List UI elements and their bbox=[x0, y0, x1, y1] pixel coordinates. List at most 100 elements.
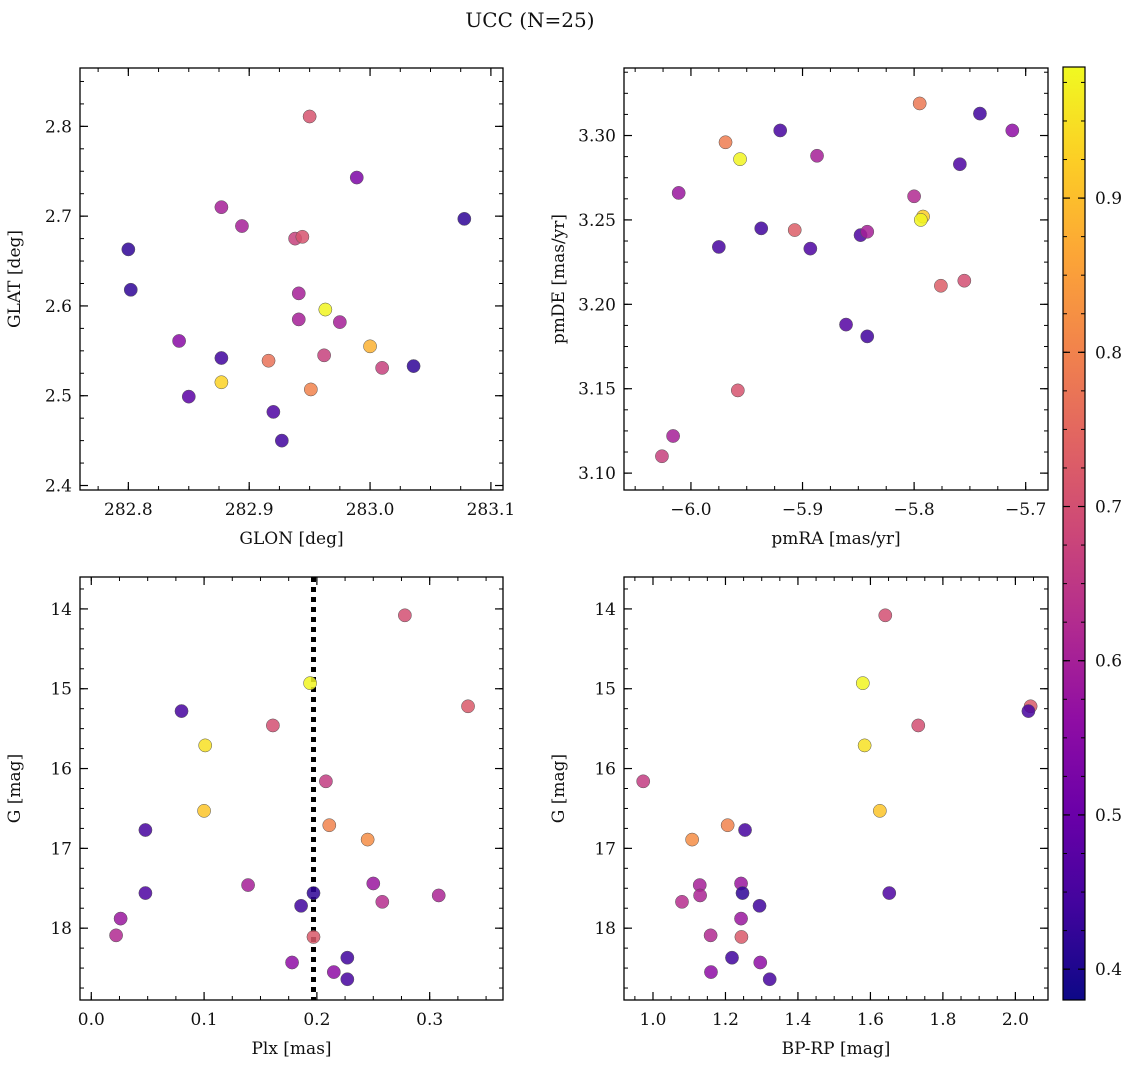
y-tick-label: 2.6 bbox=[45, 297, 72, 317]
y-tick-label: 18 bbox=[594, 919, 616, 939]
scatter-point bbox=[882, 886, 897, 900]
y-tick-label: 2.5 bbox=[45, 387, 72, 407]
scatter-point bbox=[803, 241, 818, 256]
x-tick-label: −5.8 bbox=[893, 500, 934, 520]
y-tick-label: 16 bbox=[50, 760, 72, 780]
y-tick-label: 3.15 bbox=[578, 380, 616, 400]
scatter-point bbox=[912, 96, 927, 111]
y-tick-label: 15 bbox=[50, 680, 72, 700]
x-tick-label: 1.4 bbox=[784, 1010, 811, 1030]
scatter-point bbox=[241, 878, 255, 892]
scatter-point bbox=[113, 911, 128, 926]
scatter-point bbox=[860, 329, 875, 344]
scatter-point bbox=[787, 223, 802, 237]
scatter-point bbox=[214, 351, 229, 365]
scatter-point bbox=[174, 704, 189, 718]
scatter-point bbox=[181, 389, 196, 404]
scatter-point bbox=[306, 886, 321, 900]
scatter-point bbox=[753, 955, 768, 970]
scatter-points bbox=[121, 109, 472, 448]
axes-frame bbox=[79, 67, 504, 491]
minor-ticks bbox=[80, 68, 503, 490]
scatter-point bbox=[655, 449, 669, 464]
colorbar-tick-label: 0.7 bbox=[1095, 498, 1122, 518]
scatter-point bbox=[703, 928, 718, 943]
scatter-point bbox=[360, 832, 375, 847]
scatter-point bbox=[266, 405, 281, 419]
scatter-point bbox=[274, 433, 289, 448]
x-axis-label: GLON [deg] bbox=[239, 529, 343, 549]
y-tick-label: 18 bbox=[50, 919, 72, 939]
scatter-point bbox=[214, 375, 229, 390]
x-tick-label: 2.0 bbox=[1002, 1010, 1029, 1030]
scatter-point bbox=[172, 334, 186, 348]
scatter-point bbox=[123, 282, 138, 297]
colorbar-gradient bbox=[1062, 66, 1086, 1001]
scatter-point bbox=[734, 930, 749, 944]
scatter-point bbox=[810, 148, 824, 163]
scatter-point bbox=[733, 152, 747, 167]
scatter-point bbox=[285, 955, 299, 970]
scatter-point bbox=[318, 302, 333, 317]
scatter-points bbox=[109, 608, 475, 987]
scatter-point bbox=[375, 894, 390, 909]
scatter-point bbox=[872, 803, 887, 818]
x-tick-label: 283.0 bbox=[346, 500, 395, 520]
scatter-points bbox=[655, 96, 1020, 464]
scatter-point bbox=[711, 240, 726, 254]
scatter-point bbox=[235, 219, 249, 233]
panel-plx-g: 0.0 0.1 0.2 0.3 14 15 16 17 18 Plx [mas] G [mag] bbox=[5, 576, 504, 1059]
scatter-point bbox=[303, 382, 318, 397]
scatter-point bbox=[878, 608, 893, 623]
panel-pmra-pmde: −6.0 −5.9 −5.8 −5.7 3.10 3.15 3.20 3.25 3.30 pmRA… bbox=[549, 67, 1049, 549]
x-tick-label: −6.0 bbox=[670, 500, 711, 520]
y-tick-label: 17 bbox=[594, 839, 616, 859]
scatter-point bbox=[973, 106, 987, 121]
scatter-point bbox=[295, 229, 310, 244]
y-tick-label: 2.7 bbox=[45, 207, 72, 227]
colorbar-ticks: 0.4 0.5 0.6 0.7 0.8 0.9 bbox=[1063, 81, 1122, 980]
scatter-point bbox=[762, 972, 777, 987]
y-tick-label: 17 bbox=[50, 839, 72, 859]
scatter-point bbox=[934, 278, 948, 293]
x-tick-label: −5.9 bbox=[782, 500, 823, 520]
scatter-point bbox=[294, 898, 308, 913]
x-axis-label: Plx [mas] bbox=[251, 1039, 331, 1059]
y-tick-label: 14 bbox=[50, 600, 72, 620]
scatter-point bbox=[291, 312, 306, 327]
y-tick-label: 3.20 bbox=[578, 295, 616, 315]
y-axis-label: pmDE [mas/yr] bbox=[549, 214, 569, 344]
scatter-point bbox=[461, 699, 475, 714]
scatter-point bbox=[693, 888, 707, 903]
scatter-point bbox=[773, 123, 788, 138]
scatter-point bbox=[857, 738, 872, 753]
scatter-point bbox=[340, 950, 355, 965]
scatter-point bbox=[754, 221, 769, 236]
axes-frame bbox=[623, 576, 1049, 1001]
scatter-point bbox=[291, 286, 306, 301]
scatter-point bbox=[913, 213, 928, 227]
scatter-point bbox=[322, 818, 337, 833]
scatter-point bbox=[302, 109, 317, 124]
scatter-point bbox=[752, 898, 767, 913]
scatter-point bbox=[720, 818, 735, 833]
x-axis-label: pmRA [mas/yr] bbox=[771, 529, 900, 549]
colorbar-tick-label: 0.6 bbox=[1095, 652, 1122, 672]
scatter-point bbox=[957, 273, 972, 288]
x-tick-label: 0.1 bbox=[191, 1010, 218, 1030]
scatter-point bbox=[326, 965, 341, 979]
y-tick-label: 14 bbox=[594, 600, 616, 620]
y-tick-label: 2.8 bbox=[45, 117, 72, 137]
x-tick-label: 0.0 bbox=[78, 1010, 105, 1030]
scatter-point bbox=[317, 348, 331, 363]
minor-ticks bbox=[80, 577, 503, 1000]
x-tick-label: 1.8 bbox=[929, 1010, 956, 1030]
scatter-point bbox=[666, 429, 680, 443]
scatter-point bbox=[431, 888, 446, 903]
scatter-point bbox=[375, 361, 389, 375]
scatter-point bbox=[398, 608, 412, 623]
scatter-points bbox=[636, 608, 1038, 987]
x-tick-label: −5.7 bbox=[1005, 500, 1046, 520]
x-tick-label: 1.0 bbox=[639, 1010, 666, 1030]
